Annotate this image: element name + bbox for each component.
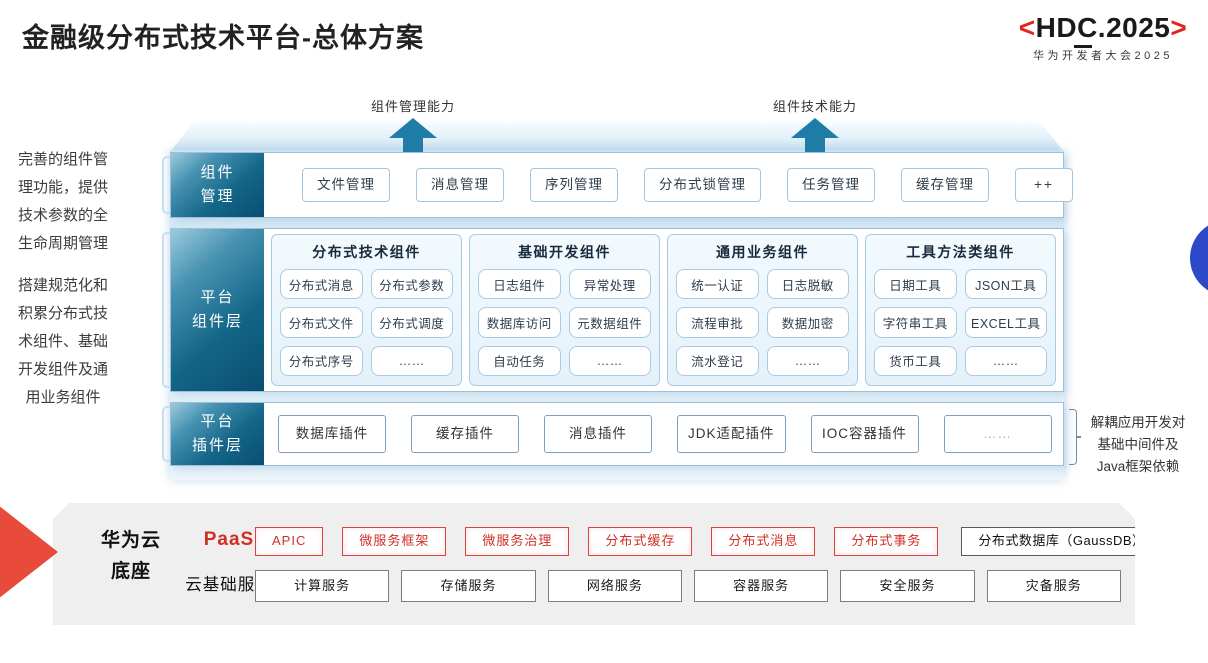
column-title: 基础开发组件 <box>518 244 611 260</box>
comp-box: 自动任务 <box>478 345 561 376</box>
logo-c-underline <box>1074 45 1092 48</box>
mgmt-box-message: 消息管理 <box>416 168 504 202</box>
plugin-box-jdk: JDK适配插件 <box>677 415 786 453</box>
cloud-services: 计算服务 存储服务 网络服务 容器服务 安全服务 灾备服务 <box>255 570 1121 602</box>
comp-box: 分布式调度 <box>370 307 453 338</box>
note-left-top: 完善的组件管理功能，提供技术参数的全生命周期管理 <box>17 151 108 252</box>
hdc-logo-text: <HDC.2025> <box>1008 12 1198 44</box>
row-platform-components: 平台 组件层 分布式技术组件 分布式消息 分布式参数 分布式文件 分布式调度 分… <box>162 228 1064 392</box>
row-label-platform-plugins: 平台 插件层 <box>171 403 264 465</box>
paas-box-distributed-cache: 分布式缓存 <box>588 527 692 556</box>
comp-box: 日志组件 <box>478 269 561 300</box>
logo-right-bracket: > <box>1170 12 1188 43</box>
comp-box-more: …… <box>568 345 651 376</box>
component-columns: 分布式技术组件 分布式消息 分布式参数 分布式文件 分布式调度 分布式序号 ……… <box>264 229 1063 391</box>
paas-box-distributed-message: 分布式消息 <box>711 527 815 556</box>
blue-circle-decoration <box>1190 220 1208 296</box>
column-title: 工具方法类组件 <box>906 244 1015 260</box>
comp-box: 数据加密 <box>766 307 849 338</box>
row-platform-plugins: 平台 插件层 数据库插件 缓存插件 消息插件 JDK适配插件 IOC容器插件 …… <box>162 402 1064 466</box>
row-label-component-mgmt: 组件 管理 <box>171 153 264 217</box>
comp-box: 统一认证 <box>676 269 759 300</box>
comp-box: 分布式文件 <box>280 307 363 338</box>
column-tool-methods: 工具方法类组件 日期工具 JSON工具 字符串工具 EXCEL工具 货币工具 …… <box>865 234 1056 386</box>
paas-box-apic: APIC <box>255 527 323 556</box>
capability-arrow-left: 组件管理能力 <box>353 96 473 169</box>
column-common-business: 通用业务组件 统一认证 日志脱敏 流程审批 数据加密 流水登记 …… <box>667 234 858 386</box>
cloud-box-network: 网络服务 <box>548 570 682 602</box>
comp-box-more: …… <box>766 345 849 376</box>
comp-box: 元数据组件 <box>568 307 651 338</box>
arrow-label-left: 组件管理能力 <box>370 99 455 114</box>
comp-box: 货币工具 <box>874 345 957 376</box>
paas-label: PaaS <box>203 529 255 550</box>
plugin-box-cache: 缓存插件 <box>411 415 519 453</box>
logo-subtitle: 华为开发者大会2025 <box>1033 50 1173 62</box>
plugin-box-more: …… <box>943 415 1052 453</box>
right-brace <box>1069 409 1077 465</box>
cloud-box-compute: 计算服务 <box>255 570 389 602</box>
comp-box: 日志脱敏 <box>766 269 849 300</box>
comp-box: JSON工具 <box>964 269 1047 300</box>
logo-left-bracket: < <box>1018 12 1036 43</box>
up-arrow-icon <box>791 118 839 164</box>
cloud-box-disaster-recovery: 灾备服务 <box>987 570 1121 602</box>
comp-box: 分布式参数 <box>370 269 453 300</box>
cloud-services-label: 云基础服务 <box>185 576 273 594</box>
comp-box: 流水登记 <box>676 345 759 376</box>
hdc-logo: <HDC.2025> 华为开发者大会2025 <box>1008 12 1198 63</box>
mgmt-box-lock: 分布式锁管理 <box>644 168 761 202</box>
note-right: 解耦应用开发对基础中间件及Java框架依赖 <box>1090 415 1186 474</box>
row-label-platform-components: 平台 组件层 <box>171 229 264 391</box>
mgmt-box-plus: ++ <box>1015 168 1073 202</box>
comp-box: 流程审批 <box>676 307 759 338</box>
plugin-items: 数据库插件 缓存插件 消息插件 JDK适配插件 IOC容器插件 …… <box>264 403 1063 465</box>
paas-services: APIC 微服务框架 微服务治理 分布式缓存 分布式消息 分布式事务 分布式数据… <box>255 527 1121 556</box>
column-title: 分布式技术组件 <box>312 244 421 260</box>
plugin-box-database: 数据库插件 <box>278 415 386 453</box>
up-arrow-icon <box>389 118 437 164</box>
column-title: 通用业务组件 <box>716 244 809 260</box>
cloud-box-security: 安全服务 <box>840 570 974 602</box>
mgmt-box-sequence: 序列管理 <box>530 168 618 202</box>
comp-box: 字符串工具 <box>874 307 957 338</box>
page-title: 金融级分布式技术平台-总体方案 <box>22 23 424 53</box>
comp-box: 数据库访问 <box>478 307 561 338</box>
row-component-mgmt: 组件 管理 文件管理 消息管理 序列管理 分布式锁管理 任务管理 缓存管理 ++ <box>162 152 1073 218</box>
component-mgmt-items: 文件管理 消息管理 序列管理 分布式锁管理 任务管理 缓存管理 ++ <box>264 153 1083 217</box>
comp-box: EXCEL工具 <box>964 307 1047 338</box>
mgmt-box-file: 文件管理 <box>302 168 390 202</box>
cloud-box-storage: 存储服务 <box>401 570 535 602</box>
huawei-cloud-foundation-panel: 华为云 底座 PaaS APIC 微服务框架 微服务治理 分布式缓存 分布式消息… <box>53 503 1135 625</box>
paas-box-microservice-framework: 微服务框架 <box>342 527 446 556</box>
comp-box: 异常处理 <box>568 269 651 300</box>
mgmt-box-cache: 缓存管理 <box>901 168 989 202</box>
plugin-box-message: 消息插件 <box>544 415 652 453</box>
paas-box-microservice-governance: 微服务治理 <box>465 527 569 556</box>
paas-box-distributed-transaction: 分布式事务 <box>834 527 938 556</box>
backdrop-glow <box>170 118 1064 152</box>
paas-box-gaussdb: 分布式数据库（GaussDB） <box>961 527 1162 556</box>
capability-arrow-right: 组件技术能力 <box>755 96 875 169</box>
note-left-bottom: 搭建规范化和积累分布式技术组件、基础开发组件及通用业务组件 <box>17 277 108 406</box>
column-distributed-tech: 分布式技术组件 分布式消息 分布式参数 分布式文件 分布式调度 分布式序号 …… <box>271 234 462 386</box>
comp-box: 日期工具 <box>874 269 957 300</box>
comp-box: 分布式消息 <box>280 269 363 300</box>
red-arrow-decoration <box>0 505 58 599</box>
comp-box: 分布式序号 <box>280 345 363 376</box>
arrow-label-right: 组件技术能力 <box>772 99 857 114</box>
comp-box-more: …… <box>964 345 1047 376</box>
logo-name: HDC.2025 <box>1035 12 1171 43</box>
plugin-box-ioc: IOC容器插件 <box>810 415 919 453</box>
cloud-box-container: 容器服务 <box>694 570 828 602</box>
mgmt-box-task: 任务管理 <box>787 168 875 202</box>
column-basic-dev: 基础开发组件 日志组件 异常处理 数据库访问 元数据组件 自动任务 …… <box>469 234 660 386</box>
foundation-label: 华为云 底座 <box>100 530 161 582</box>
comp-box-more: …… <box>370 345 453 376</box>
